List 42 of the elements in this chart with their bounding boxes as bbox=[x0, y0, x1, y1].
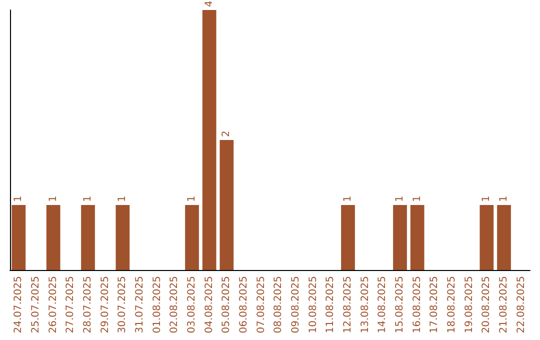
x-tick-label: 25.07.2025 bbox=[30, 276, 42, 334]
x-tick-label: 03.08.2025 bbox=[186, 276, 198, 334]
x-tick-label: 01.08.2025 bbox=[152, 276, 163, 334]
x-tick-label: 05.08.2025 bbox=[221, 276, 232, 334]
data-label: 1 bbox=[498, 196, 510, 202]
x-tick-label: 19.08.2025 bbox=[464, 276, 475, 334]
data-label: 1 bbox=[48, 196, 59, 202]
x-tick-label: 13.08.2025 bbox=[360, 276, 371, 334]
data-label: 1 bbox=[82, 196, 94, 202]
data-label: 1 bbox=[117, 196, 128, 202]
x-tick-label: 09.08.2025 bbox=[290, 276, 302, 334]
x-tick-label: 17.08.2025 bbox=[429, 276, 440, 334]
data-label: 1 bbox=[481, 196, 492, 202]
x-tick-label: 29.07.2025 bbox=[100, 276, 111, 334]
data-label: 4 bbox=[204, 0, 215, 7]
data-label: 1 bbox=[186, 196, 198, 202]
x-tick-label: 18.08.2025 bbox=[446, 276, 458, 334]
data-label: 1 bbox=[342, 196, 354, 202]
data-label: 1 bbox=[412, 196, 423, 202]
x-tick-label: 30.07.2025 bbox=[117, 276, 128, 334]
x-tick-label: 26.07.2025 bbox=[48, 276, 59, 334]
x-tick-label: 15.08.2025 bbox=[394, 276, 406, 334]
x-tick-label: 31.07.2025 bbox=[134, 276, 146, 334]
x-tick-label: 24.07.2025 bbox=[13, 276, 24, 334]
x-tick-label: 06.08.2025 bbox=[238, 276, 250, 334]
x-tick-label: 22.08.2025 bbox=[516, 276, 527, 334]
x-tick-label: 28.07.2025 bbox=[82, 276, 94, 334]
x-tick-label: 21.08.2025 bbox=[498, 276, 510, 334]
x-tick-label: 10.08.2025 bbox=[308, 276, 319, 334]
x-tick-label: 07.08.2025 bbox=[256, 276, 267, 334]
x-tick-label: 04.08.2025 bbox=[204, 276, 215, 334]
x-tick-label: 20.08.2025 bbox=[481, 276, 492, 334]
data-label: 1 bbox=[394, 196, 406, 202]
data-label: 1 bbox=[13, 196, 24, 202]
x-tick-label: 11.08.2025 bbox=[325, 276, 336, 334]
data-label: 2 bbox=[221, 130, 232, 137]
x-tick-label: 16.08.2025 bbox=[412, 276, 423, 334]
x-tick-label: 27.07.2025 bbox=[65, 276, 76, 334]
x-tick-label: 08.08.2025 bbox=[273, 276, 284, 334]
x-tick-label: 12.08.2025 bbox=[342, 276, 354, 334]
x-tick-label: 14.08.2025 bbox=[377, 276, 388, 334]
x-tick-label: 02.08.2025 bbox=[169, 276, 180, 334]
